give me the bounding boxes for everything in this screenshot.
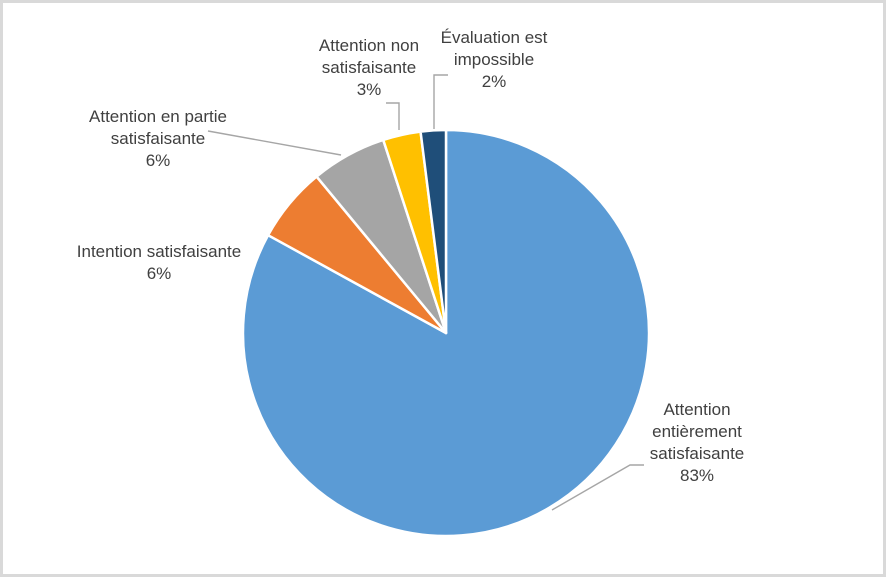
pie-slices[interactable] xyxy=(241,128,651,538)
data-label-attention-non-satisfaisante: Attention non satisfaisante 3% xyxy=(318,36,420,99)
data-label-evaluation-impossible: Évaluation est impossible 2% xyxy=(440,28,548,91)
data-label-intention-satisfaisante: Intention satisfaisante 6% xyxy=(76,242,242,283)
data-label-attention-en-partie: Attention en partie satisfaisante 6% xyxy=(89,107,227,170)
pie-slice-5[interactable] xyxy=(419,128,448,335)
leader-line-yellow-slice xyxy=(386,102,400,130)
leader-line-gray-slice xyxy=(207,130,342,156)
leader-line-navy-slice xyxy=(433,74,448,129)
data-label-attention-entierement: Attention entièrement satisfaisante 83% xyxy=(649,400,745,485)
pie-chart[interactable] xyxy=(3,3,883,574)
leader-line-blue-slice xyxy=(551,464,644,511)
